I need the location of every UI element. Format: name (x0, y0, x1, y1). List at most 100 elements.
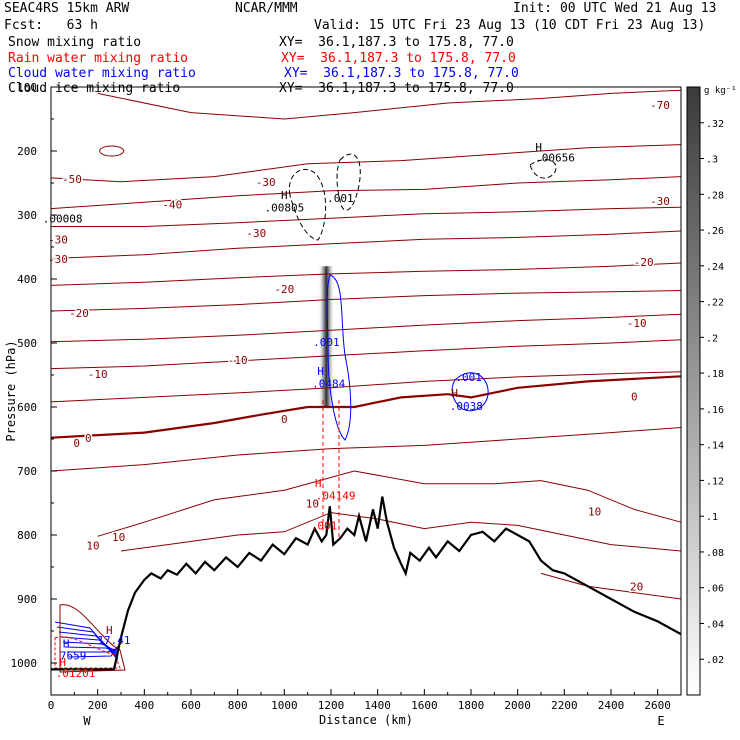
extremum-label: H (63, 637, 70, 650)
plot-border (50, 86, 682, 696)
field-cloudice-xy: XY= 36.1,187.3 to 175.8, 77.0 (279, 81, 514, 96)
isotherm-line (120, 512, 682, 552)
colorbar-tick-label: .02 (706, 655, 724, 666)
isotherm-line (50, 176, 682, 210)
isotherm-line (50, 290, 682, 312)
contour-value-label: 0 (631, 390, 638, 403)
isotherm-line (540, 572, 682, 600)
snow-shading (318, 266, 335, 407)
ice-contour (336, 153, 361, 211)
extremum-label: H (315, 477, 322, 490)
plot-frame (50, 86, 682, 696)
contour-value-label: 0 (73, 437, 80, 450)
x-tick-label: 2200 (551, 699, 578, 712)
x-tick-label: 1600 (411, 699, 438, 712)
ice-contour (529, 159, 557, 179)
ice-contour (288, 168, 327, 241)
cloud-water-contour (326, 274, 352, 441)
contour-value-label: -20 (634, 256, 654, 269)
cloud-water-contour (68, 645, 119, 658)
field-cloudwater-label: Cloud water mixing ratio (8, 66, 196, 81)
y-tick-label: 300 (17, 209, 37, 222)
colorbar-tick-label: .16 (706, 405, 724, 416)
x-tick-label: 400 (134, 699, 154, 712)
contour-labels: -70 -50 -40 -30 -30 -30 -30 -30 -20 -20 -20 -10 -10 -… (43, 98, 672, 680)
field-rain-xy: XY= 36.1,187.3 to 175.8, 77.0 (281, 51, 516, 66)
y-tick-label: 800 (17, 529, 37, 542)
x-tick-label: 2400 (598, 699, 625, 712)
extremum-label: .0038 (450, 400, 483, 413)
x-axis-label: Distance (km) (319, 713, 413, 727)
colorbar-tick-label: .2 (706, 333, 718, 344)
extremum-label: 17.41 (97, 634, 130, 647)
hydrometeor-contours (54, 153, 557, 673)
extremum-label: .0484 (312, 378, 345, 391)
contour-value-label: -70 (650, 99, 670, 112)
contour-value-label: -10 (88, 368, 108, 381)
field-snow-xy: XY= 36.1,187.3 to 175.8, 77.0 (279, 35, 514, 50)
extremum-label: .001 (327, 192, 354, 205)
colorbar-tick-label: .32 (706, 119, 724, 130)
contour-value-label: 10 (306, 497, 319, 510)
rain-contour (54, 636, 121, 669)
cloud-water-contour (451, 372, 489, 412)
terrain-profile (51, 496, 682, 671)
y-tick-label: 100 (17, 81, 37, 94)
contour-value-label: 0 (85, 432, 92, 445)
contour-value-label: 20 (630, 580, 643, 593)
y-tick-label: 600 (17, 401, 37, 414)
valid-time: Valid: 15 UTC Fri 23 Aug 13 (10 CDT Fri … (314, 18, 706, 33)
x-tick-label: 800 (228, 699, 248, 712)
extremum-label: H (106, 624, 113, 637)
extremum-label: .04149 (316, 490, 356, 503)
x-tick-label: 600 (181, 699, 201, 712)
x-tick-label: 1200 (318, 699, 345, 712)
x-tick-label: 1400 (364, 699, 391, 712)
colorbar-scale (686, 86, 701, 696)
init-time: Init: 00 UTC Wed 21 Aug 13 (513, 1, 717, 16)
model-title: SEAC4RS 15km ARW (4, 1, 130, 16)
contour-value-label: 10 (112, 531, 125, 544)
contour-value-label: -30 (246, 227, 266, 240)
isotherm-line (50, 262, 682, 286)
contour-value-label: -30 (256, 176, 276, 189)
extremum-label: H (317, 365, 324, 378)
cloud-water-contour (54, 621, 119, 661)
x-tick-label: 200 (88, 699, 108, 712)
colorbar-tick-label: .24 (706, 262, 724, 273)
field-snow-label: Snow mixing ratio (8, 35, 142, 50)
field-cloudwater-xy: XY= 36.1,187.3 to 175.8, 77.0 (284, 66, 519, 81)
east-endpoint-label: E (657, 714, 664, 728)
x-tick-label: 1000 (271, 699, 298, 712)
extremum-label: .01201 (56, 667, 96, 680)
contour-value-label: -10 (228, 354, 248, 367)
extremum-label: H (281, 189, 288, 202)
org-label: NCAR/MMM (235, 1, 298, 16)
temperature-contours (50, 89, 682, 600)
colorbar-units: g kg⁻¹ (704, 86, 737, 96)
colorbar-tick-label: .14 (706, 441, 724, 452)
extremum-label: .00008 (43, 212, 83, 225)
cloud-water-contour (67, 647, 119, 653)
extremum-label: 7659 (60, 650, 87, 663)
isotherm-line (50, 313, 682, 343)
isotherm-line (97, 470, 682, 537)
isotherm-line (50, 375, 682, 439)
colorbar-tick-label: .08 (706, 548, 724, 559)
colorbar-tick-label: .04 (706, 619, 724, 630)
forecast-hour: Fcst: 63 h (4, 18, 98, 33)
contour-value-label: -30 (650, 195, 670, 208)
x-tick-label: 0 (48, 699, 55, 712)
y-axis-label: Pressure (hPa) (4, 340, 18, 441)
extremum-label: .00656 (535, 152, 575, 165)
extremum-label: .001 (311, 520, 338, 533)
contour-value-label: -40 (162, 198, 182, 211)
extremum-label: .00805 (264, 202, 304, 215)
x-tick-label: 1800 (458, 699, 485, 712)
colorbar-tick-label: .18 (706, 369, 724, 380)
cloud-water-contour (56, 626, 119, 659)
terrain-line (51, 496, 682, 671)
colorbar-tick-label: .06 (706, 584, 724, 595)
colorbar-tick-label: .1 (706, 512, 718, 523)
